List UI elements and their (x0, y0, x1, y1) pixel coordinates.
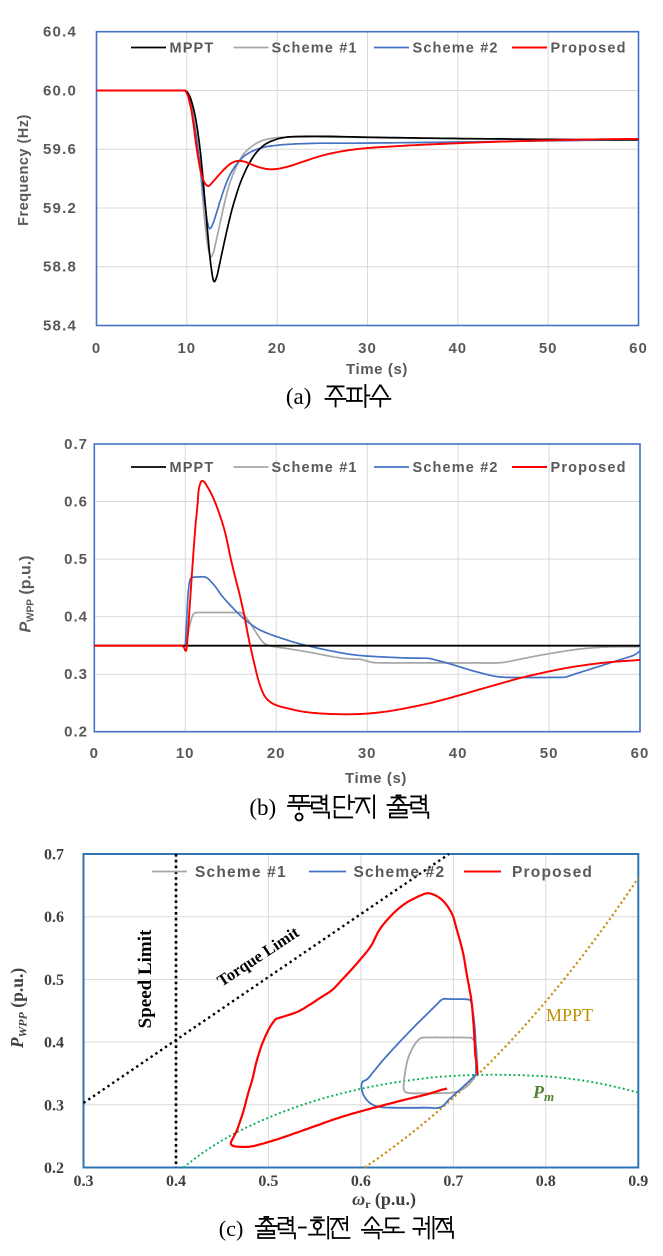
svg-text:30: 30 (358, 745, 377, 762)
svg-text:60: 60 (631, 745, 650, 762)
svg-text:MPPT: MPPT (170, 460, 215, 476)
svg-text:MPPT: MPPT (170, 41, 215, 57)
svg-text:Scheme #1: Scheme #1 (272, 41, 358, 57)
svg-text:0.7: 0.7 (443, 1173, 463, 1190)
svg-text:Time (s): Time (s) (346, 361, 408, 378)
svg-text:(b): (b) (249, 795, 276, 820)
svg-text:MPPT: MPPT (546, 1005, 593, 1025)
svg-text:0.3: 0.3 (64, 666, 88, 683)
svg-text:(a): (a) (286, 384, 312, 409)
svg-text:10: 10 (176, 745, 195, 762)
svg-text:Speed Limit: Speed Limit (135, 929, 156, 1028)
svg-text:0.4: 0.4 (44, 1035, 64, 1052)
svg-text:Time (s): Time (s) (345, 770, 407, 787)
svg-text:0: 0 (92, 340, 101, 357)
svg-text:0.6: 0.6 (351, 1173, 371, 1190)
svg-text:(c): (c) (219, 1216, 244, 1241)
svg-text:40: 40 (449, 745, 468, 762)
svg-text:0.2: 0.2 (64, 724, 88, 741)
svg-text:0.8: 0.8 (536, 1173, 556, 1190)
svg-text:0.4: 0.4 (166, 1173, 186, 1190)
svg-text:Scheme #2: Scheme #2 (413, 41, 499, 57)
svg-text:Scheme #2: Scheme #2 (354, 864, 446, 881)
svg-text:50: 50 (539, 340, 558, 357)
svg-text:58.8: 58.8 (43, 259, 77, 276)
svg-text:Scheme #2: Scheme #2 (413, 460, 499, 476)
svg-text:0: 0 (90, 745, 99, 762)
svg-text:0.6: 0.6 (64, 494, 88, 511)
svg-text:0.7: 0.7 (44, 847, 64, 864)
svg-text:ωr (p.u.): ωr (p.u.) (352, 1189, 416, 1211)
svg-text:59.6: 59.6 (43, 141, 77, 158)
svg-text:Proposed: Proposed (512, 864, 593, 881)
svg-text:0.3: 0.3 (44, 1097, 64, 1114)
svg-text:0.4: 0.4 (64, 609, 88, 626)
svg-text:0.5: 0.5 (44, 972, 64, 989)
svg-text:0.2: 0.2 (44, 1160, 64, 1177)
svg-text:60.0: 60.0 (43, 83, 77, 100)
svg-text:50: 50 (540, 745, 559, 762)
svg-text:40: 40 (448, 340, 467, 357)
svg-text:60: 60 (629, 340, 648, 357)
svg-text:0.5: 0.5 (64, 551, 88, 568)
svg-text:0.6: 0.6 (44, 909, 64, 926)
svg-text:Proposed: Proposed (551, 460, 627, 476)
svg-text:0.9: 0.9 (628, 1173, 648, 1190)
svg-text:58.4: 58.4 (43, 318, 77, 335)
svg-text:Proposed: Proposed (551, 41, 627, 57)
svg-text:Scheme #1: Scheme #1 (195, 864, 287, 881)
svg-text:Frequency (Hz): Frequency (Hz) (16, 114, 32, 226)
svg-text:Scheme #1: Scheme #1 (272, 460, 358, 476)
svg-text:59.2: 59.2 (43, 200, 77, 217)
svg-text:0.3: 0.3 (74, 1173, 94, 1190)
svg-text:10: 10 (177, 340, 196, 357)
svg-text:60.4: 60.4 (43, 24, 77, 41)
svg-text:PWPP (p.u.): PWPP (p.u.) (18, 556, 37, 633)
svg-text:0.5: 0.5 (258, 1173, 278, 1190)
svg-text:20: 20 (268, 340, 287, 357)
svg-text:0.7: 0.7 (64, 436, 88, 453)
svg-text:30: 30 (358, 340, 377, 357)
svg-text:20: 20 (267, 745, 286, 762)
svg-text:PWPP (p.u.): PWPP (p.u.) (7, 968, 30, 1049)
